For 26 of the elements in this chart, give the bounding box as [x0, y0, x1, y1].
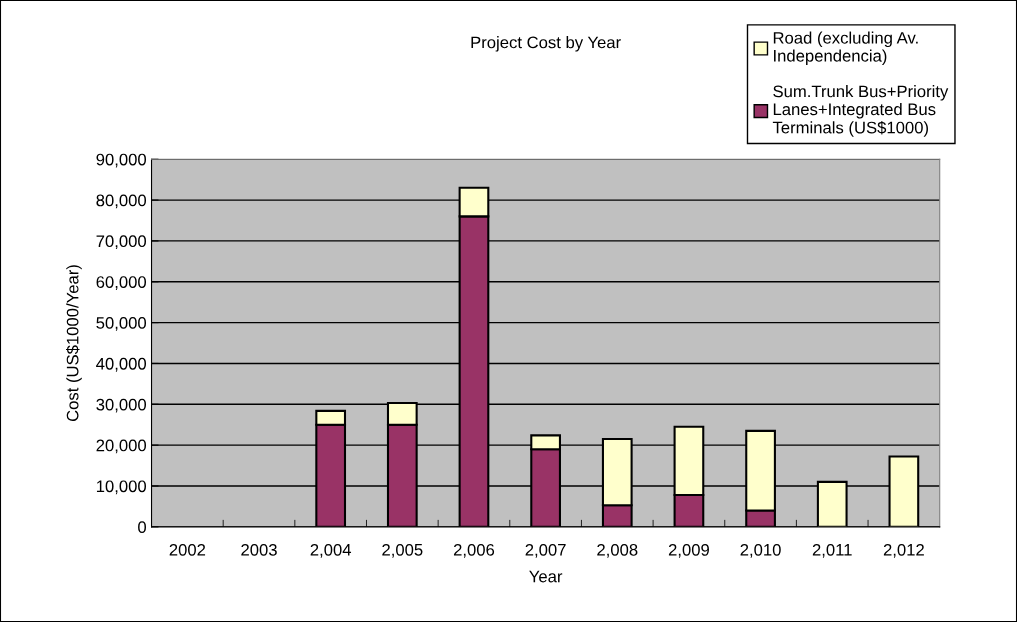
x-tick-label: 2,005 — [382, 543, 423, 558]
x-tick-label: 2,010 — [740, 543, 781, 558]
y-tick-label: 40,000 — [96, 357, 147, 372]
y-tick-label: 20,000 — [96, 439, 147, 454]
x-axis-title: Year — [529, 570, 563, 583]
x-tick-label: 2,011 — [812, 543, 852, 558]
y-tick-label: 60,000 — [96, 276, 147, 290]
y-tick-label: 80,000 — [96, 194, 147, 209]
y-tick-label: 70,000 — [96, 235, 147, 250]
x-tick-label: 2002 — [169, 543, 206, 556]
y-tick-label: 30,000 — [96, 398, 147, 413]
x-tick-label: 2,007 — [525, 543, 566, 558]
x-tick-label: 2,008 — [597, 543, 638, 558]
x-tick-label: 2,006 — [453, 543, 495, 558]
legend-label: Sum.Trunk Bus+Priority Lanes+Integrated Bus Terminals (US$1000) — [772, 85, 949, 137]
x-tick-label: 2003 — [241, 543, 277, 556]
y-axis-title: Cost (US$1000/Year) — [66, 265, 82, 422]
x-tick-label: 2,004 — [310, 543, 352, 558]
chart-title: Project Cost by Year — [471, 36, 621, 52]
x-tick-label: 2,009 — [668, 543, 709, 558]
x-tick-label: 2,012 — [883, 543, 924, 558]
legend-label: Road (excluding Av. Independencia) — [773, 31, 918, 66]
y-tick-label: 10,000 — [96, 480, 147, 495]
y-tick-label: 0 — [138, 521, 147, 534]
y-tick-label: 90,000 — [96, 153, 147, 168]
y-tick-label: 50,000 — [96, 317, 147, 331]
